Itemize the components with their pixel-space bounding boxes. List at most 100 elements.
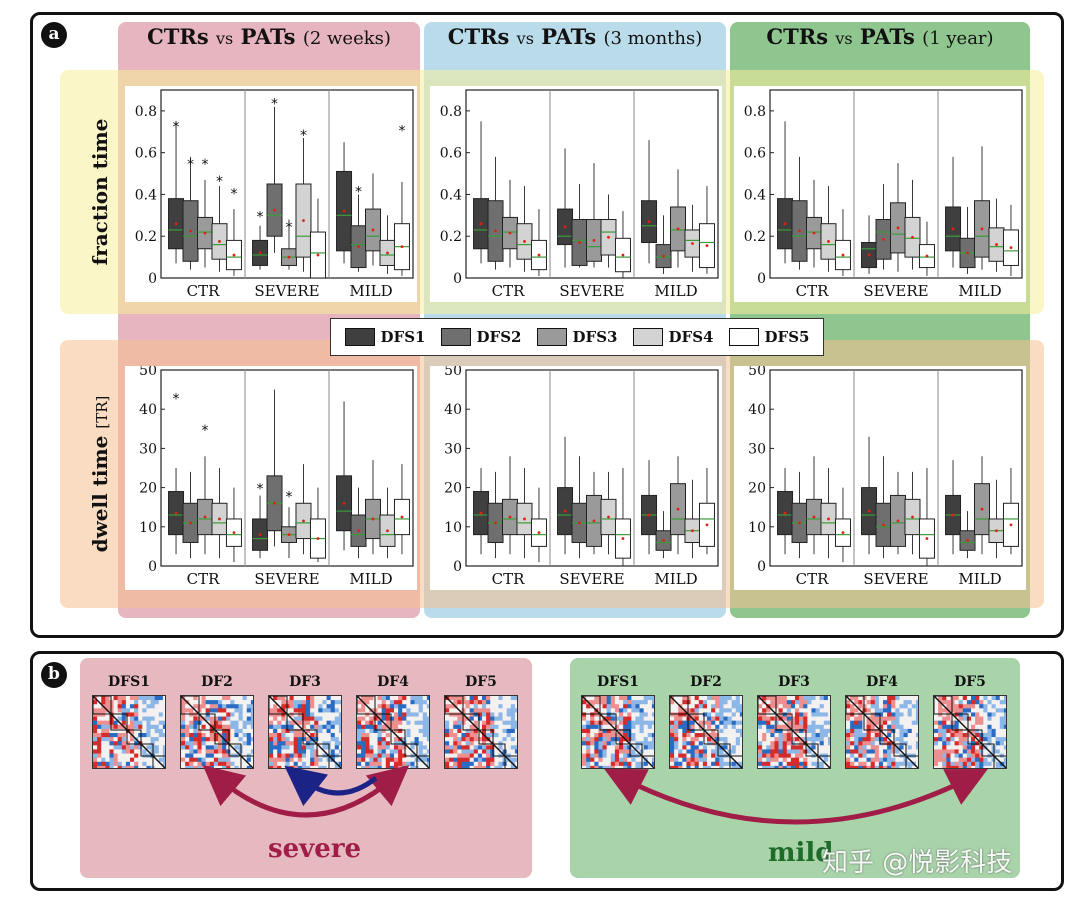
matrix-block (198, 713, 216, 731)
matrix-cell (389, 745, 395, 750)
matrix-cell (185, 745, 190, 750)
matrix-cell (846, 733, 851, 738)
matrix-cell (486, 700, 491, 705)
matrix-cell (482, 704, 487, 709)
matrix-cell (357, 761, 362, 767)
matrix-cell (850, 753, 855, 758)
matrix-cell (694, 724, 700, 730)
matrix-cell (209, 749, 215, 754)
matrix-cell (293, 745, 299, 750)
matrix-cell (373, 708, 378, 713)
matrix-cell (651, 761, 654, 767)
matrix-cell (682, 728, 687, 734)
matrix-cell (643, 737, 649, 742)
matrix-cell (477, 765, 483, 768)
matrix-cell (510, 708, 516, 713)
matrix-cell (385, 700, 391, 705)
matrix-cell (682, 733, 687, 738)
matrix-cell (142, 708, 147, 713)
matrix-cell (246, 724, 252, 730)
matrix-cell (887, 724, 892, 730)
matrix-cell (946, 724, 951, 730)
matrix-cell (494, 733, 499, 738)
matrix-cell (402, 749, 407, 754)
matrix-cell (377, 757, 382, 763)
matrix-cell (606, 745, 612, 750)
matrix-cell (958, 724, 964, 730)
matrix-cell (385, 733, 391, 738)
matrix-cell (903, 708, 908, 713)
matrix-cell (610, 728, 616, 734)
matrix-cell (686, 737, 691, 742)
matrix-cell (586, 708, 591, 713)
matrix-cell (218, 716, 223, 721)
matrix-cell (878, 724, 884, 730)
matrix-cell (281, 741, 286, 746)
column-title-2-weeks: CTRs vs PATs (2 weeks) (147, 24, 391, 49)
matrix-cell (862, 737, 867, 742)
matrix-cell (870, 757, 876, 763)
matrix-cell (269, 724, 274, 730)
matrix-cell (954, 720, 959, 726)
matrix-cell (995, 728, 1001, 734)
matrix-cell (690, 712, 695, 717)
matrix-cell (273, 708, 278, 713)
matrix-cell (938, 753, 943, 758)
matrix-cell (301, 753, 307, 758)
matrix-cell (389, 757, 395, 763)
matrix-cell (782, 712, 788, 717)
matrix-cell (277, 700, 282, 705)
matrix-cell (381, 761, 387, 767)
matrix-cell (975, 761, 980, 767)
matrix-cell (999, 700, 1005, 705)
matrix-block (687, 713, 705, 731)
matrix-cell (109, 749, 114, 754)
matrix-cell (950, 704, 955, 709)
matrix-cell (674, 720, 679, 726)
matrix-cell (958, 700, 964, 705)
matrix-cell (158, 737, 164, 742)
matrix-cell (158, 720, 164, 726)
matrix-cell (903, 733, 908, 738)
matrix-cell (338, 708, 341, 713)
matrix-cell (858, 720, 863, 726)
matrix-cell (903, 741, 908, 746)
matrix-cell (987, 712, 992, 717)
box-mean (203, 515, 207, 519)
matrix-cell (987, 757, 992, 763)
matrix-cell (134, 716, 139, 721)
matrix-cell (117, 712, 123, 717)
matrix-block (879, 729, 895, 745)
box-mean (578, 521, 581, 525)
matrix-cell (987, 720, 992, 726)
y-tick-label: 0 (453, 559, 462, 575)
matrix-cell (946, 712, 951, 717)
matrix-cell (594, 720, 599, 726)
matrix-cell (205, 728, 211, 734)
y-tick-label: 20 (139, 481, 157, 497)
matrix-cell (983, 704, 988, 709)
matrix-cell (514, 757, 517, 763)
matrix-cell (158, 749, 164, 754)
matrix-cell (582, 753, 587, 758)
matrix-cell (381, 741, 387, 746)
matrix-cell (222, 753, 227, 758)
box-mean (911, 515, 914, 519)
mild-matrix-label-5: DF5 (954, 674, 986, 690)
y-tick-label: 0.6 (440, 146, 462, 162)
matrix-cell (983, 737, 988, 742)
matrix-cell (874, 757, 880, 763)
matrix-cell (991, 712, 996, 717)
matrix-cell (213, 737, 219, 742)
matrix-cell (958, 737, 964, 742)
matrix-cell (966, 753, 972, 758)
matrix-cell (766, 737, 771, 742)
matrix-cell (230, 724, 235, 730)
matrix-cell (911, 745, 917, 750)
matrix-cell (209, 708, 215, 713)
matrix-cell (398, 733, 403, 738)
matrix-cell (193, 712, 198, 717)
matrix-cell (306, 704, 311, 709)
matrix-cell (606, 712, 612, 717)
box-mean (647, 513, 651, 517)
